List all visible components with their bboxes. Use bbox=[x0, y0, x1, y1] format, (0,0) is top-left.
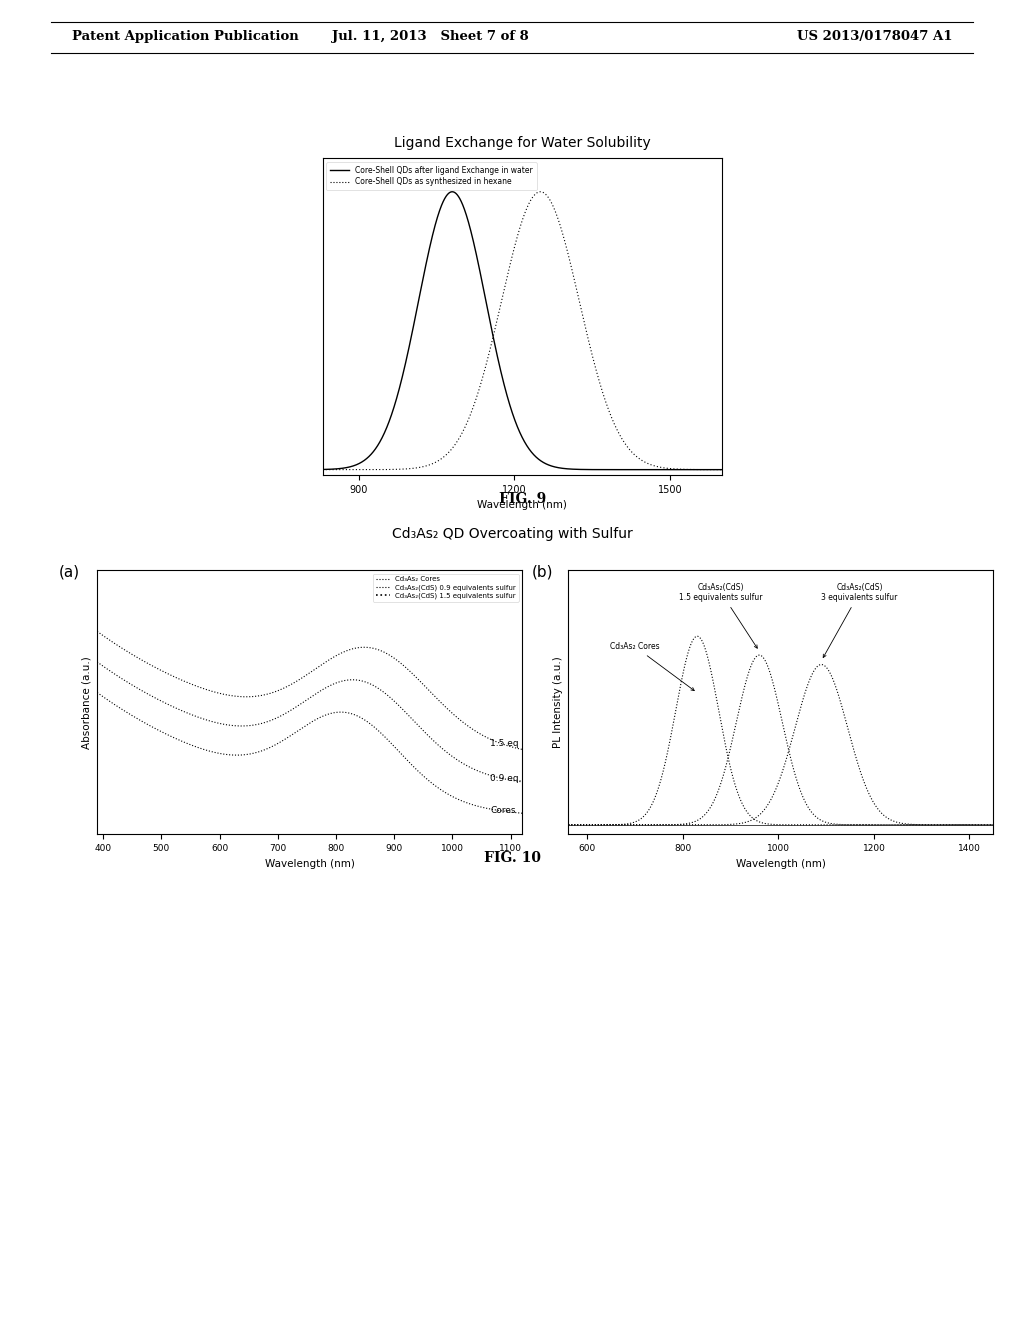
Text: Cores: Cores bbox=[490, 807, 516, 816]
Text: Cd₃As₂ Cores: Cd₃As₂ Cores bbox=[610, 643, 694, 690]
Text: Cd₃As₂(CdS)
1.5 equivalents sulfur: Cd₃As₂(CdS) 1.5 equivalents sulfur bbox=[679, 583, 763, 648]
Text: US 2013/0178047 A1: US 2013/0178047 A1 bbox=[797, 30, 952, 44]
Y-axis label: PL Intensity (a.u.): PL Intensity (a.u.) bbox=[553, 656, 563, 748]
Text: 1.5 eq: 1.5 eq bbox=[490, 739, 519, 748]
Text: (a): (a) bbox=[59, 565, 80, 579]
Y-axis label: Absorbance (a.u.): Absorbance (a.u.) bbox=[82, 656, 92, 748]
Text: Cd₃As₂(CdS)
3 equivalents sulfur: Cd₃As₂(CdS) 3 equivalents sulfur bbox=[821, 583, 898, 657]
X-axis label: Wavelength (nm): Wavelength (nm) bbox=[477, 500, 567, 511]
Text: (b): (b) bbox=[532, 565, 553, 579]
Legend: Core-Shell QDs after ligand Exchange in water, Core-Shell QDs as synthesized in : Core-Shell QDs after ligand Exchange in … bbox=[327, 162, 537, 190]
Text: Patent Application Publication: Patent Application Publication bbox=[72, 30, 298, 44]
Text: FIG. 10: FIG. 10 bbox=[483, 851, 541, 866]
X-axis label: Wavelength (nm): Wavelength (nm) bbox=[736, 858, 825, 869]
Text: Jul. 11, 2013   Sheet 7 of 8: Jul. 11, 2013 Sheet 7 of 8 bbox=[332, 30, 528, 44]
Legend: Cd₃As₂ Cores, Cd₃As₂(CdS) 0.9 equivalents sulfur, Cd₃As₂(CdS) 1.5 equivalents su: Cd₃As₂ Cores, Cd₃As₂(CdS) 0.9 equivalent… bbox=[373, 574, 519, 602]
Text: 0.9 eq.: 0.9 eq. bbox=[490, 774, 521, 783]
Text: Cd₃As₂ QD Overcoating with Sulfur: Cd₃As₂ QD Overcoating with Sulfur bbox=[391, 527, 633, 541]
X-axis label: Wavelength (nm): Wavelength (nm) bbox=[265, 858, 354, 869]
Text: Ligand Exchange for Water Solubility: Ligand Exchange for Water Solubility bbox=[394, 136, 650, 150]
Text: FIG. 9: FIG. 9 bbox=[499, 492, 546, 507]
